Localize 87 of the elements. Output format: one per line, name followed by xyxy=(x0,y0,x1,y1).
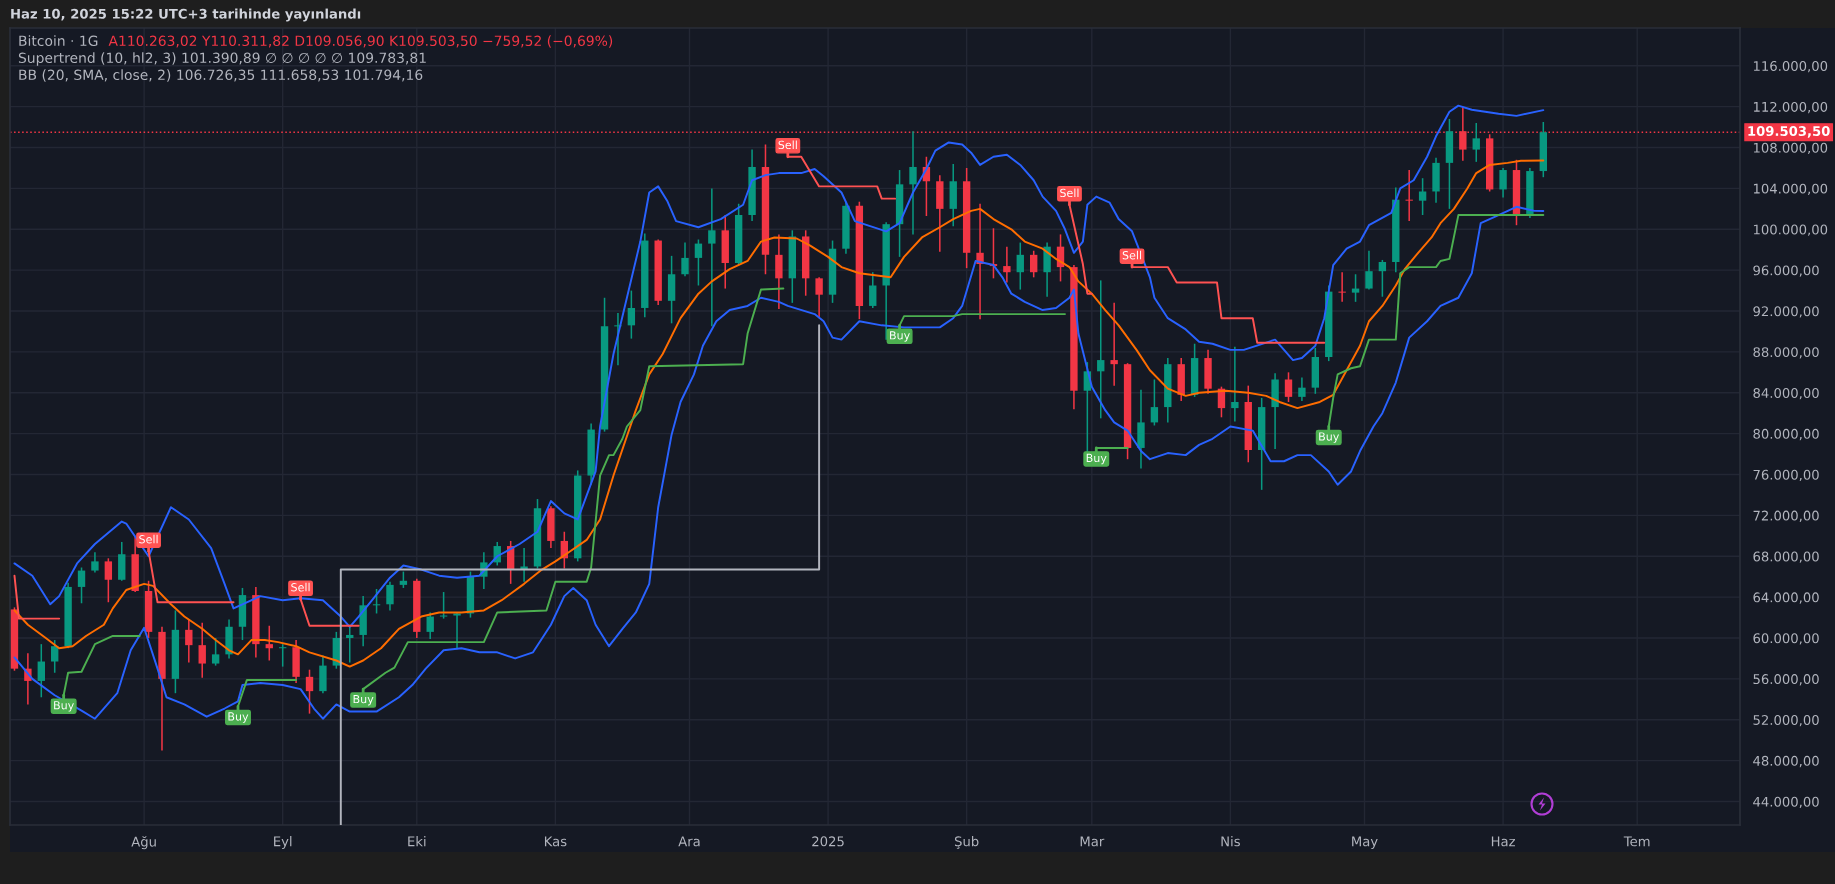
candlestick xyxy=(265,624,273,662)
candlestick xyxy=(1231,346,1239,423)
annotation: Sell xyxy=(139,534,158,544)
candlestick xyxy=(1378,259,1387,298)
candlestick xyxy=(1351,273,1360,303)
candlestick xyxy=(51,639,59,674)
annotation: Buy xyxy=(1319,432,1340,443)
candlestick xyxy=(1284,371,1293,403)
candlestick xyxy=(520,547,528,583)
x-tick-label: Mar xyxy=(1080,836,1105,847)
candlestick xyxy=(1003,245,1011,284)
candlestick xyxy=(869,271,877,309)
candlestick xyxy=(198,621,206,679)
y-tick-label: 104.000,00 xyxy=(1753,183,1828,195)
candlestick xyxy=(91,551,99,574)
candlestick xyxy=(1097,279,1105,420)
y-tick-label: 112.000,00 xyxy=(1753,101,1828,114)
candlestick xyxy=(453,611,461,651)
candlestick xyxy=(627,289,636,340)
y-tick-label: 100.000,00 xyxy=(1753,224,1828,236)
candlestick xyxy=(1418,177,1427,216)
y-tick-label: 88.000,00 xyxy=(1753,347,1819,359)
annotation: Sell xyxy=(1122,250,1142,260)
candlestick xyxy=(681,241,689,278)
annotation: A110.263,02 Y110.311,82 D109.056,90 K109.503,50 −759,52 (−0,69%) xyxy=(108,35,613,48)
annotation: Supertrend (10, hl2, 3) 101.390,89 ∅ ∅ ∅ ∅ ∅ 109.783,81 xyxy=(18,52,426,66)
candlestick xyxy=(386,581,394,612)
candlestick xyxy=(211,637,220,667)
y-tick-label: 64.000,00 xyxy=(1753,592,1819,604)
x-tick-label: Tem xyxy=(1623,836,1650,847)
y-tick-label: 96.000,00 xyxy=(1753,265,1819,277)
candlestick xyxy=(1365,249,1373,291)
candlestick xyxy=(1030,249,1038,279)
x-tick-label: Şub xyxy=(954,836,979,849)
candlestick xyxy=(1110,302,1118,387)
candlestick xyxy=(305,668,314,715)
y-tick-label: 68.000,00 xyxy=(1753,551,1819,563)
candlestick xyxy=(185,618,193,664)
x-tick-label: Ağu xyxy=(131,836,156,850)
candlestick xyxy=(77,566,86,605)
candlestick xyxy=(1338,271,1346,303)
y-tick-label: 76.000,00 xyxy=(1753,469,1819,482)
candlestick xyxy=(1298,376,1306,402)
y-tick-label: 56.000,00 xyxy=(1753,674,1819,686)
candlestick xyxy=(708,187,716,328)
candlestick xyxy=(1472,122,1480,163)
annotation: Sell xyxy=(291,582,310,592)
candlestick xyxy=(1150,378,1159,427)
annotation: Buy xyxy=(54,701,74,712)
y-tick-label: 52.000,00 xyxy=(1753,714,1819,727)
y-tick-label: 44.000,00 xyxy=(1753,796,1819,809)
y-tick-label: 60.000,00 xyxy=(1753,633,1819,645)
chart-title: Bitcoin · 1G xyxy=(19,35,98,47)
x-tick-label: May xyxy=(1352,836,1378,849)
y-tick-label: 92.000,00 xyxy=(1753,306,1819,318)
candlestick xyxy=(426,611,434,640)
ref-line-label: 109.503,50 xyxy=(1748,126,1830,138)
x-tick-label: Ara xyxy=(678,836,700,847)
candlestick xyxy=(694,238,703,287)
x-tick-label: Eki xyxy=(408,836,426,847)
annotation: Sell xyxy=(1060,188,1079,198)
x-tick-label: Kas xyxy=(544,836,567,847)
candlestick xyxy=(815,276,823,319)
annotation: Buy xyxy=(228,712,249,723)
annotation: Buy xyxy=(1086,453,1107,465)
candlestick xyxy=(775,233,783,310)
text: Haz 10, 2025 15:22 UTC+3 tarihinde yayınlandı xyxy=(11,8,361,22)
x-tick-label: Haz xyxy=(1491,836,1515,847)
y-tick-label: 72.000,00 xyxy=(1753,510,1819,522)
x-tick-label: Eyl xyxy=(274,836,292,849)
candlestick xyxy=(1016,241,1024,291)
annotation: Buy xyxy=(890,331,910,342)
candlestick xyxy=(37,643,45,699)
annotation: Sell xyxy=(778,140,797,150)
line-series xyxy=(13,104,1545,628)
y-tick-label: 84.000,00 xyxy=(1753,388,1819,400)
annotation: BB (20, SMA, close, 2) 106.726,35 111.658,53 101.794,16 xyxy=(19,69,423,82)
candlestick xyxy=(104,557,113,604)
y-tick-label: 116.000,00 xyxy=(1753,61,1828,73)
candlestick xyxy=(1499,167,1507,199)
candlestick xyxy=(909,130,917,236)
x-tick-label: Nis xyxy=(1221,836,1240,847)
y-tick-label: 80.000,00 xyxy=(1753,428,1819,441)
y-tick-label: 108.000,00 xyxy=(1753,142,1828,155)
annotation: Buy xyxy=(353,695,374,706)
y-tick-label: 48.000,00 xyxy=(1753,755,1819,768)
x-tick-label: 2025 xyxy=(812,836,844,847)
